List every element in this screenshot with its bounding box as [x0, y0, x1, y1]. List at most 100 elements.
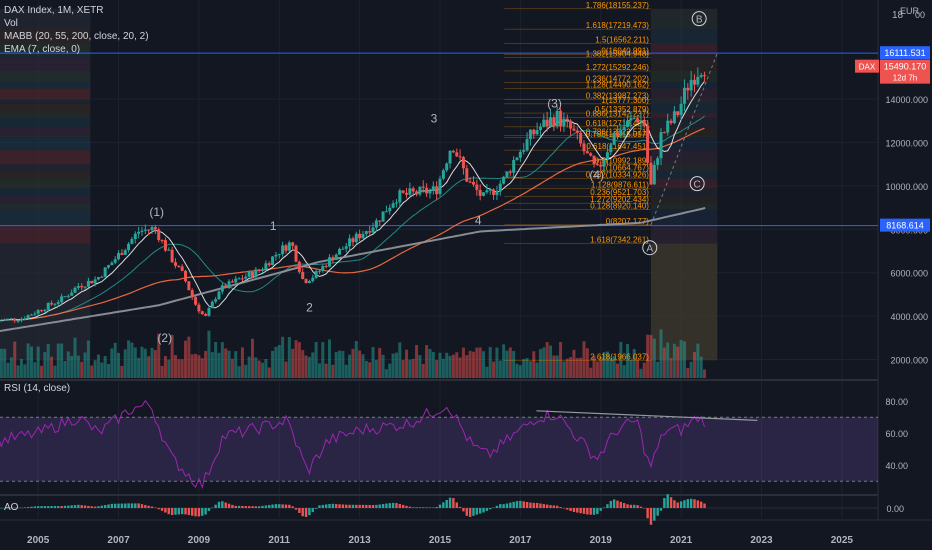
volume-bar [301, 350, 305, 378]
volume-bar [478, 347, 482, 378]
volume-bar [137, 357, 141, 378]
volume-bar [13, 341, 17, 378]
candle-body [227, 281, 231, 289]
volume-bar [361, 354, 365, 378]
volume-bar [307, 356, 311, 378]
ao-bar [616, 500, 619, 508]
y-tick-label: 14000.000 [885, 95, 928, 105]
candle-body [137, 231, 141, 234]
ao-bar [314, 508, 318, 509]
ao-bar [673, 500, 676, 508]
ao-bar [23, 507, 26, 508]
volume-bar [411, 358, 415, 378]
ao-bar [170, 508, 174, 516]
volume-bar [492, 361, 496, 378]
candle-body [247, 271, 251, 277]
ao-bar [324, 504, 328, 508]
ao-bar [532, 502, 535, 508]
ao-bar [301, 508, 304, 517]
ao-bar [231, 504, 234, 508]
volume-bar [451, 354, 455, 378]
fib-level-label: 1.5(16562.211) [595, 35, 649, 44]
candle-body [525, 139, 529, 151]
volume-bar [676, 346, 680, 378]
y-tick-label: 2000.000 [890, 356, 928, 366]
candle-body [488, 189, 492, 191]
volume-bar [63, 361, 67, 378]
volume-bar [147, 356, 151, 378]
candle-body [626, 120, 630, 128]
x-tick-label: 2009 [188, 535, 211, 546]
candle-body [411, 188, 415, 192]
candle-body [284, 245, 288, 251]
candle-body [123, 250, 127, 255]
wave-label: A [646, 244, 653, 255]
ao-bar [110, 503, 114, 508]
candle-body [224, 285, 228, 289]
ao-bar [572, 508, 576, 512]
volume-bar [291, 348, 295, 378]
candle-body [331, 257, 335, 260]
volume-bar [428, 348, 432, 378]
volume-bar [692, 351, 696, 378]
volume-bar [184, 340, 188, 378]
ao-bar [455, 502, 458, 508]
candle-body [468, 181, 472, 183]
fib-level-label: 1(13777.300) [601, 96, 649, 105]
fib-zone-left [0, 203, 91, 210]
volume-bar [66, 351, 70, 378]
candle-body [244, 276, 248, 279]
fib-zone-right [650, 188, 718, 197]
volume-bar [207, 330, 211, 378]
candle-body [127, 243, 131, 251]
candle-body [157, 229, 161, 241]
volume-bar [656, 361, 660, 378]
ao-bar [30, 506, 33, 508]
volume-bar [615, 363, 619, 378]
volume-bar [3, 348, 7, 378]
ao-bar [365, 504, 368, 508]
ao-bar [254, 506, 258, 508]
ao-bar [83, 505, 87, 508]
x-tick-label: 2011 [268, 535, 290, 546]
candle-body [217, 291, 221, 300]
ao-bar [278, 504, 281, 508]
candle-body [642, 120, 646, 126]
candle-body [632, 118, 636, 120]
ao-bar [639, 506, 643, 508]
candle-body [267, 263, 271, 266]
last-price-text: 15490.170 [884, 62, 927, 72]
volume-bar [190, 354, 194, 378]
candle-body [435, 186, 439, 195]
ao-bar [154, 507, 157, 509]
ao-bar [408, 506, 412, 508]
volume-bar [200, 358, 204, 378]
ao-bar [224, 502, 227, 508]
volume-bar [173, 355, 177, 378]
candle-body [130, 239, 134, 244]
fib-zone-left [0, 88, 91, 100]
candle-body [636, 118, 640, 122]
ao-bar [499, 504, 502, 508]
fib-level-label: 0.236(14772.202) [586, 74, 650, 83]
ao-bar [157, 508, 160, 510]
x-tick-label: 2021 [670, 535, 693, 546]
ao-bar [298, 508, 301, 513]
volume-bar [90, 365, 94, 378]
candle-body [133, 233, 137, 240]
candle-body [528, 129, 532, 140]
volume-bar [585, 348, 589, 378]
candle-body [602, 159, 606, 167]
fib-level-label: 0.886(13142.237) [586, 110, 650, 119]
volume-bar [338, 350, 342, 378]
fib-level-label: 0.5(10992.189) [595, 156, 650, 165]
ao-bar [318, 505, 321, 508]
candle-body [659, 132, 663, 159]
ao-bar [683, 500, 686, 508]
wave-label-circle [642, 240, 658, 256]
ao-bar [626, 504, 629, 508]
fib-zone-right [650, 43, 718, 55]
volume-bar [582, 341, 586, 378]
ao-bar [422, 507, 425, 508]
